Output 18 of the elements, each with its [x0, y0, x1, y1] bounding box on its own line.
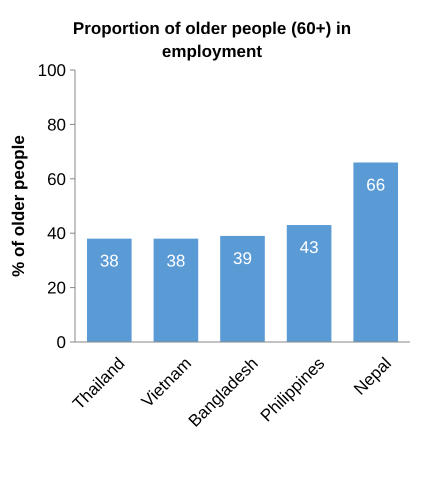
y-tick-label: 80	[47, 115, 66, 134]
bar	[220, 236, 265, 342]
data-label: 39	[233, 248, 252, 268]
chart-title: Proportion of older people (60+) in employment	[72, 19, 352, 61]
y-tick-label: 40	[47, 224, 66, 244]
data-label: 66	[366, 175, 386, 194]
data-label: 38	[166, 252, 186, 271]
y-axis-title: % of older people	[9, 135, 28, 277]
y-tick-label: 0	[56, 332, 66, 352]
y-tick-label: 60	[47, 170, 66, 189]
bar	[86, 238, 132, 342]
y-tick-label: 100	[38, 60, 66, 80]
y-tick-label: 20	[47, 278, 66, 298]
data-label: 43	[300, 238, 319, 258]
data-label: 38	[100, 252, 119, 271]
bar	[353, 162, 398, 342]
bar	[154, 238, 198, 342]
bar	[286, 225, 332, 342]
